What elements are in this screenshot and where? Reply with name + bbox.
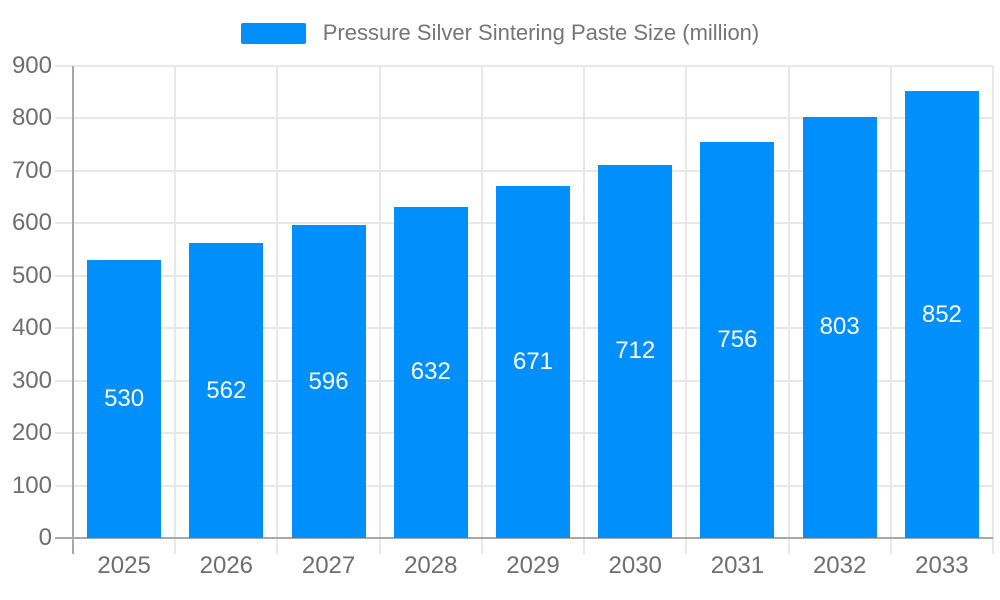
y-axis-tick-label: 300 (11, 366, 52, 394)
legend: Pressure Silver Sintering Paste Size (mi… (0, 20, 1000, 46)
x-axis-tick-label: 2031 (710, 552, 765, 579)
x-axis-tick (992, 538, 994, 554)
x-axis-tick-label: 2025 (97, 552, 151, 579)
y-axis-tick-label: 700 (11, 156, 52, 184)
gridline-vertical (174, 66, 177, 538)
bar[interactable] (189, 243, 264, 538)
y-axis-tick-label: 900 (11, 52, 52, 79)
bar-value-label: 596 (308, 367, 349, 395)
bar[interactable] (291, 225, 366, 538)
x-axis-tick-label: 2027 (301, 552, 356, 579)
gridline-vertical (378, 66, 381, 538)
gridline-horizontal (55, 117, 993, 120)
gridline-horizontal (55, 169, 993, 172)
x-axis-tick (378, 538, 381, 554)
x-axis-tick (583, 538, 586, 554)
bar-value-label: 803 (819, 313, 860, 341)
bar-value-label: 562 (206, 376, 247, 404)
gridline-vertical (480, 66, 483, 538)
y-axis-tick-label: 600 (11, 209, 52, 237)
x-axis-tick-label: 2033 (915, 552, 969, 579)
gridline-vertical (583, 66, 586, 538)
bar[interactable] (802, 116, 877, 538)
bar-value-label: 712 (615, 337, 656, 365)
y-axis-tick-label: 800 (11, 104, 52, 132)
x-axis-tick (480, 538, 483, 554)
bar[interactable] (496, 186, 570, 538)
gridline-vertical (889, 66, 892, 538)
gridline-vertical (787, 66, 790, 538)
bar-value-label: 530 (104, 385, 145, 413)
bar[interactable] (87, 260, 162, 538)
legend-item[interactable]: Pressure Silver Sintering Paste Size (mi… (240, 20, 760, 46)
y-axis-tick-label: 200 (11, 419, 52, 447)
bar-value-label: 632 (410, 358, 451, 386)
y-axis-tick-label: 400 (11, 314, 52, 342)
x-axis-tick-label: 2026 (199, 552, 254, 579)
x-axis-tick (685, 538, 688, 554)
gridline-vertical (992, 66, 994, 538)
bar-value-label: 852 (921, 300, 962, 328)
y-axis-line (72, 66, 74, 554)
legend-series-label: Pressure Silver Sintering Paste Size (mi… (322, 20, 760, 45)
y-axis-tick-label: 100 (11, 471, 52, 499)
x-axis-tick-label: 2028 (404, 552, 458, 579)
bar-value-label: 671 (512, 348, 554, 376)
x-axis-tick (889, 538, 892, 554)
bar[interactable] (904, 91, 979, 538)
legend-marker-swatch (240, 22, 306, 44)
gridline-vertical (685, 66, 688, 538)
gridline-horizontal (55, 65, 993, 67)
x-axis-tick-label: 2029 (506, 552, 560, 579)
x-axis-tick-label: 2032 (812, 552, 867, 579)
gridline-vertical (276, 66, 279, 538)
y-axis-tick-label: 0 (38, 524, 52, 551)
x-axis-tick (276, 538, 279, 554)
bar-value-label: 756 (717, 325, 758, 353)
x-axis-line (55, 537, 993, 539)
bar[interactable] (700, 141, 775, 538)
bar[interactable] (393, 206, 468, 538)
x-axis-tick-label: 2030 (608, 552, 662, 579)
y-axis-tick-label: 500 (11, 261, 52, 289)
x-axis-tick (174, 538, 177, 554)
bar[interactable] (598, 164, 673, 538)
x-axis-tick (787, 538, 790, 554)
